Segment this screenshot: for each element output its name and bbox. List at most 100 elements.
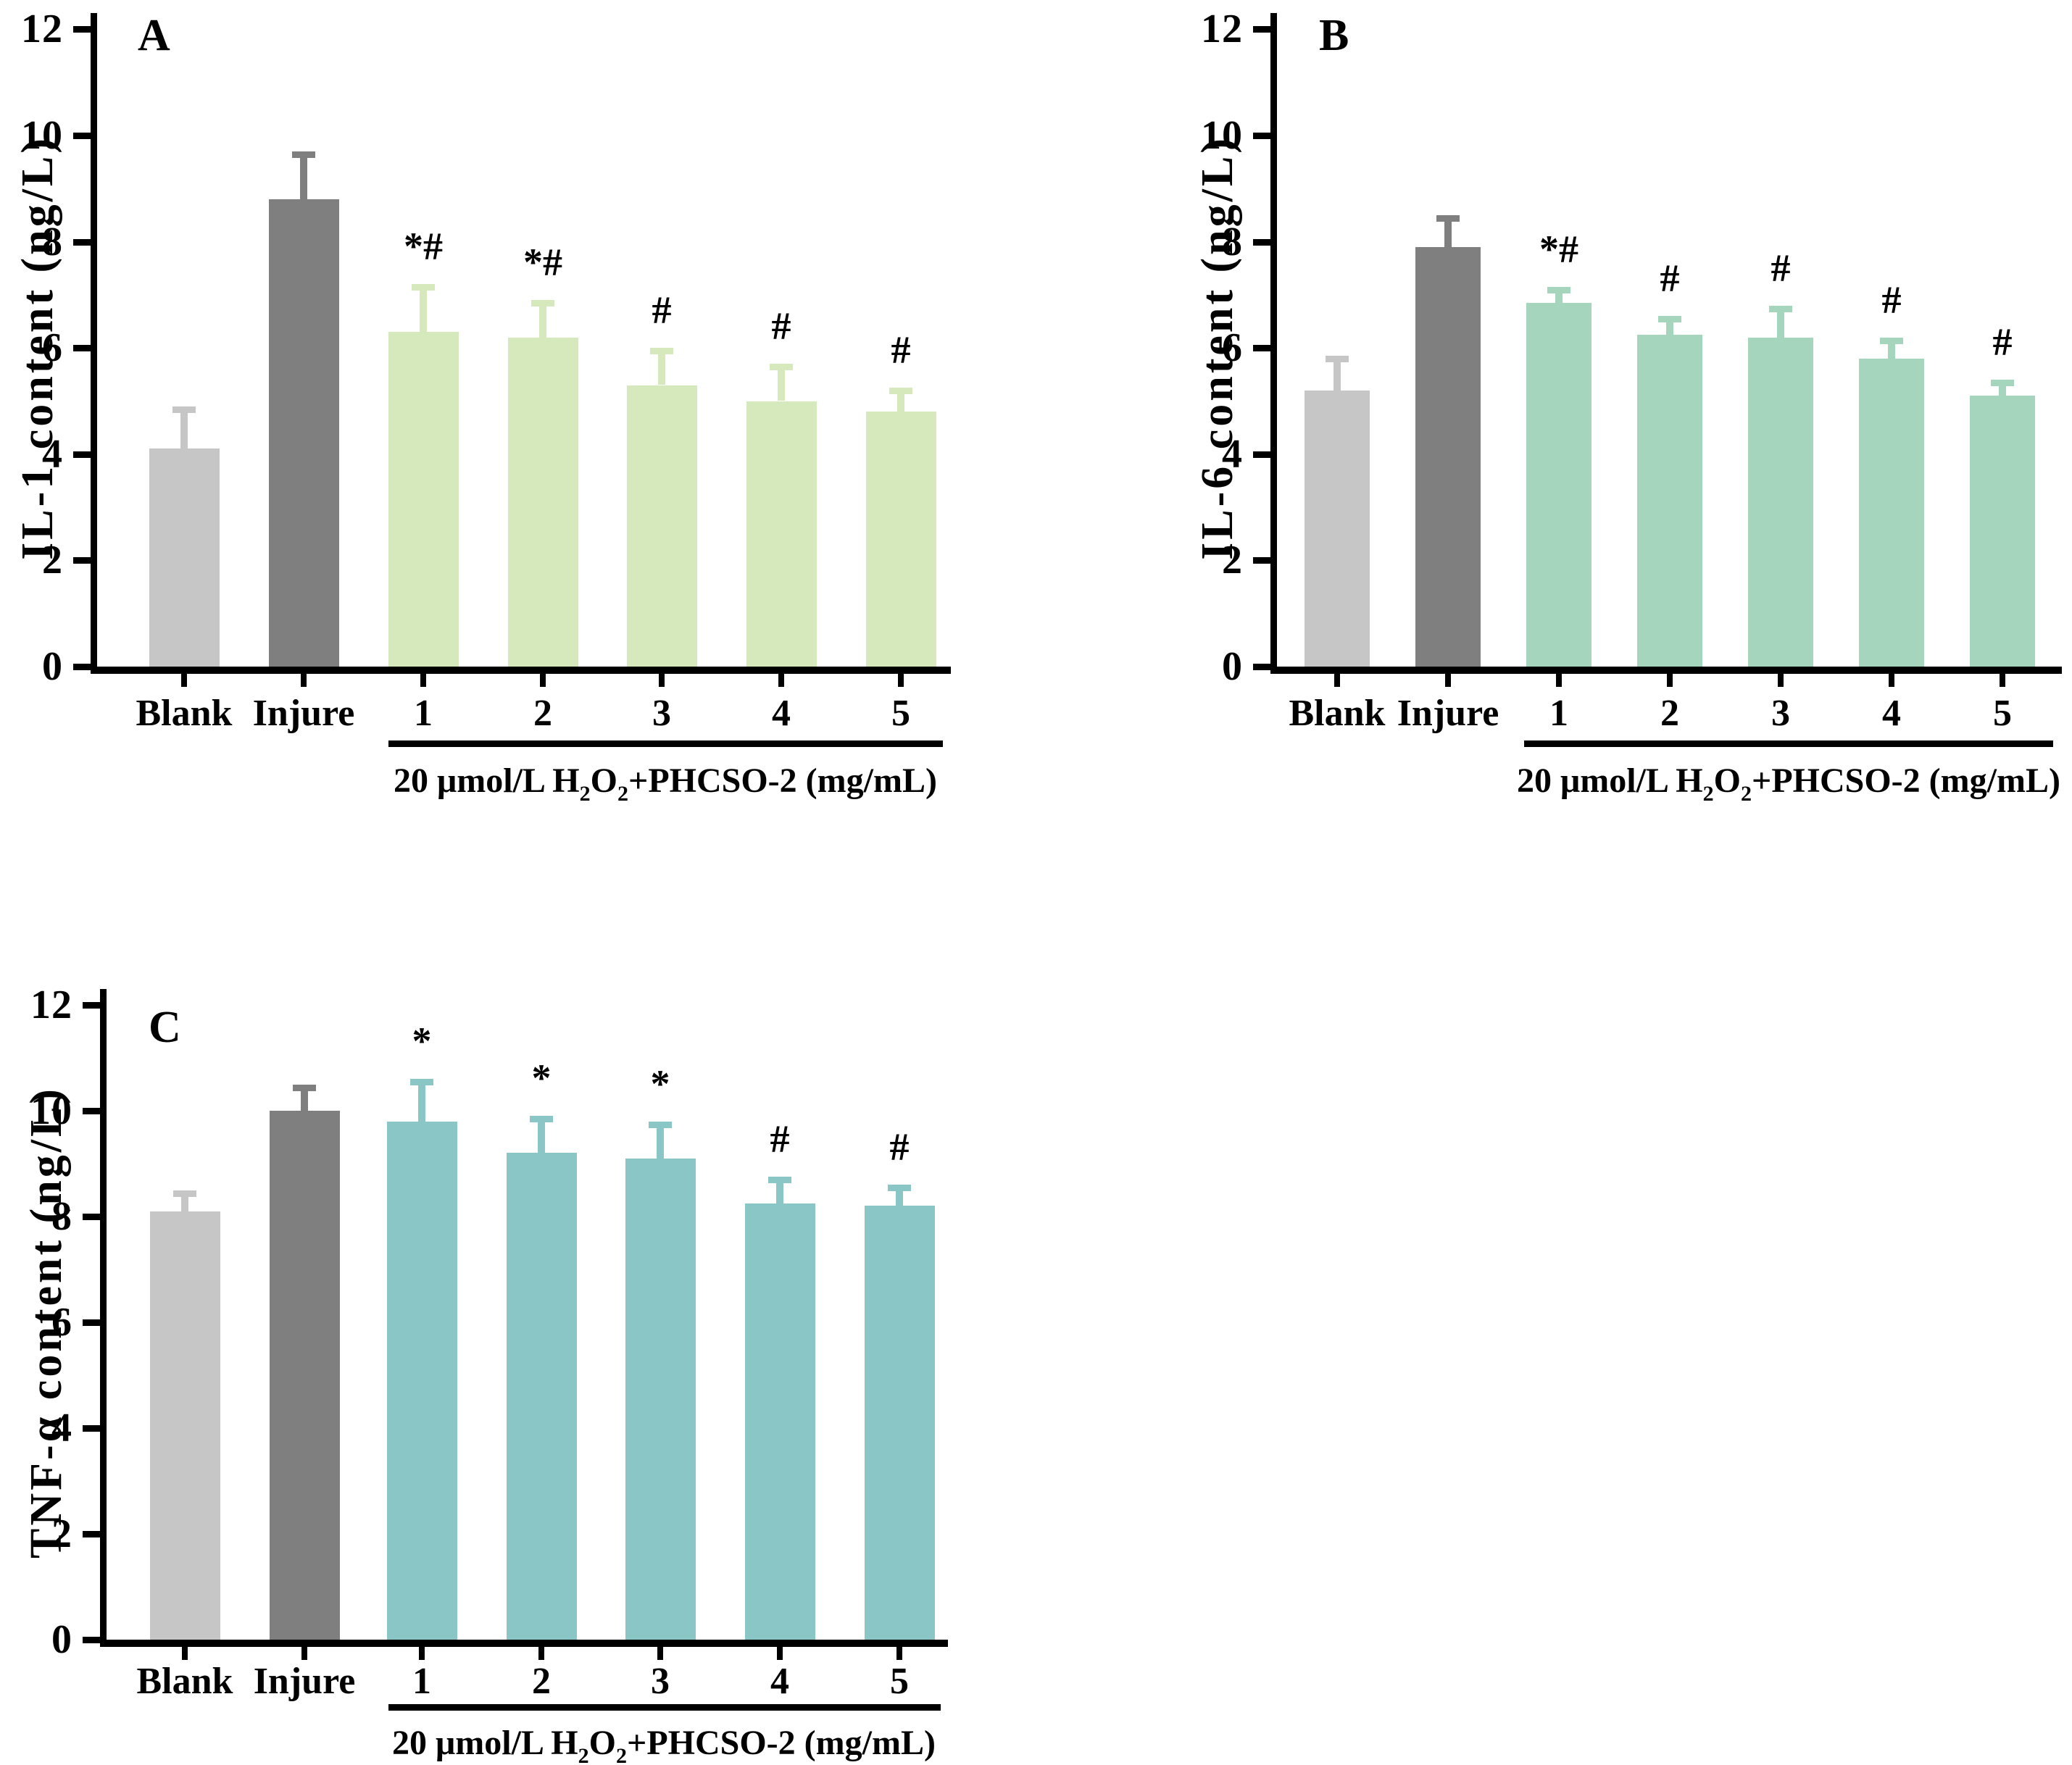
- x-category-label: 2: [532, 1661, 551, 1702]
- treatment-axis-label-subscript: 2: [1740, 782, 1752, 806]
- bar-injure: [1415, 246, 1481, 667]
- x-category-label: 2: [533, 693, 552, 734]
- error-bar-cap: [768, 1177, 791, 1184]
- treatment-axis-label-subscript: 2: [579, 782, 591, 806]
- y-tick-mark: [73, 664, 91, 670]
- y-tick-mark: [83, 1214, 100, 1220]
- y-tick-mark: [1253, 133, 1270, 139]
- error-bar-cap: [1991, 380, 2014, 387]
- y-tick-label: 4: [51, 1406, 72, 1451]
- bar-3: [626, 385, 697, 667]
- y-tick-mark: [83, 1531, 100, 1537]
- y-tick-label: 12: [1201, 7, 1243, 52]
- error-bar-stem: [1777, 305, 1784, 338]
- x-tick-mark: [301, 674, 307, 687]
- x-tick-mark: [420, 674, 426, 687]
- y-tick-mark: [1253, 238, 1270, 246]
- x-tick-mark: [2000, 674, 2005, 687]
- x-tick-mark: [1667, 674, 1673, 687]
- error-bar-cap: [650, 348, 673, 355]
- significance-annotation: #: [771, 304, 791, 349]
- y-tick-label: 4: [1222, 431, 1243, 477]
- significance-annotation: #: [1992, 320, 2013, 364]
- significance-annotation: *: [412, 1019, 432, 1064]
- error-bar-stem: [418, 1079, 425, 1122]
- x-axis-line: [100, 1640, 948, 1647]
- bar-5: [865, 412, 936, 667]
- y-tick-mark: [1253, 557, 1270, 564]
- error-bar-cap: [410, 1079, 433, 1086]
- error-bar-stem: [776, 1177, 783, 1203]
- treatment-group-underline: [388, 740, 943, 747]
- error-bar-cap: [293, 1084, 316, 1091]
- y-tick-mark: [1253, 345, 1270, 352]
- y-tick-mark: [1253, 451, 1270, 458]
- y-tick-label: 6: [42, 325, 63, 371]
- error-bar-stem: [301, 1084, 308, 1111]
- x-tick-mark: [301, 1647, 307, 1660]
- error-bar-stem: [180, 406, 188, 449]
- y-tick-label: 0: [1222, 644, 1243, 689]
- bar-injure: [269, 1111, 340, 1640]
- x-tick-mark: [182, 1647, 188, 1660]
- error-bar-cap: [1769, 305, 1792, 312]
- y-tick-label: 8: [1222, 219, 1243, 264]
- treatment-axis-label-subscript: 2: [615, 1744, 627, 1765]
- treatment-axis-label-subscript: 2: [1702, 782, 1714, 806]
- significance-annotation: *: [650, 1061, 670, 1106]
- y-tick-mark: [83, 1108, 100, 1114]
- x-category-label: Blank: [1289, 693, 1386, 734]
- significance-annotation: *#: [523, 241, 562, 285]
- significance-annotation: *#: [404, 225, 443, 269]
- significance-annotation: #: [891, 328, 911, 372]
- error-bar-stem: [896, 1185, 903, 1206]
- bar-2: [507, 337, 578, 667]
- y-tick-mark: [1253, 664, 1270, 670]
- x-category-label: Injure: [1397, 693, 1499, 734]
- treatment-axis-label-part: O: [588, 1724, 616, 1762]
- treatment-axis-label-subscript: 2: [578, 1744, 589, 1765]
- x-tick-mark: [1334, 674, 1340, 687]
- error-bar-cap: [1658, 316, 1681, 323]
- treatment-axis-label-part: +PHCSO-2 (mg/mL): [1751, 762, 2060, 800]
- x-category-label: 2: [1660, 693, 1679, 734]
- x-category-label: 3: [652, 693, 671, 734]
- significance-annotation: #: [1660, 256, 1680, 301]
- error-bar-cap: [172, 406, 196, 413]
- bar-5: [864, 1206, 935, 1640]
- y-tick-label: 6: [1222, 325, 1243, 371]
- error-bar-cap: [173, 1190, 196, 1197]
- significance-annotation: #: [770, 1117, 790, 1161]
- x-category-label: 3: [651, 1661, 670, 1702]
- error-bar-cap: [1326, 356, 1349, 363]
- significance-annotation: #: [1881, 278, 1902, 322]
- treatment-axis-label-part: O: [590, 762, 617, 800]
- treatment-axis-label-part: +PHCSO-2 (mg/mL): [626, 1724, 936, 1762]
- error-bar-stem: [1666, 316, 1673, 335]
- treatment-axis-label: 20 μmol/L H2O2+PHCSO-2 (mg/mL): [194, 761, 1136, 814]
- x-category-label: 1: [414, 693, 433, 734]
- error-bar-stem: [1555, 286, 1563, 303]
- bar-2: [1637, 334, 1702, 667]
- y-tick-label: 2: [1222, 538, 1243, 583]
- significance-annotation: *: [531, 1056, 552, 1101]
- x-tick-mark: [657, 1647, 663, 1660]
- error-bar-stem: [300, 151, 307, 199]
- x-tick-mark: [1778, 674, 1784, 687]
- bar-blank: [149, 1211, 220, 1640]
- error-bar-cap: [1436, 214, 1460, 222]
- significance-annotation: #: [1771, 246, 1791, 290]
- x-category-label: 3: [1771, 693, 1790, 734]
- error-bar-stem: [1444, 214, 1452, 247]
- error-bar-stem: [181, 1190, 188, 1211]
- bar-1: [386, 1121, 457, 1640]
- error-bar-cap: [888, 1185, 911, 1192]
- y-tick-mark: [83, 1319, 100, 1326]
- treatment-axis-label-part: O: [1713, 762, 1741, 800]
- x-category-label: Blank: [136, 1661, 233, 1702]
- y-axis-line: [100, 989, 107, 1647]
- y-tick-mark: [73, 26, 91, 33]
- error-bar-cap: [412, 284, 435, 291]
- x-category-label: 5: [891, 693, 910, 734]
